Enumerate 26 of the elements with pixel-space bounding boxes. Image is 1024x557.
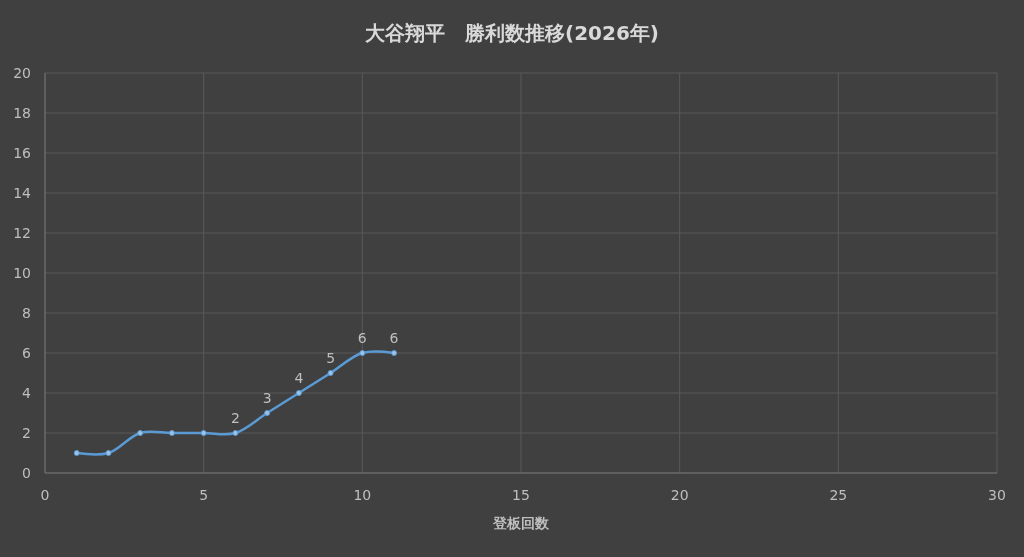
y-tick-label: 8: [22, 305, 31, 321]
y-tick-label: 20: [13, 65, 31, 81]
x-axis-title: 登板回数: [492, 515, 550, 531]
y-tick-label: 14: [13, 185, 32, 201]
x-tick-label: 5: [199, 487, 209, 503]
data-label: 3: [262, 390, 272, 406]
y-tick-label: 10: [13, 265, 31, 281]
y-tick-label: 16: [13, 145, 32, 161]
y-tick-label: 2: [22, 425, 31, 441]
x-tick-label: 30: [988, 487, 1006, 503]
x-tick-label: 0: [40, 487, 50, 503]
x-tick-label: 20: [670, 487, 689, 503]
data-label: 2: [230, 410, 240, 426]
x-tick-label: 25: [829, 487, 848, 503]
x-tick-label: 15: [512, 487, 530, 503]
y-tick-label: 18: [13, 105, 31, 121]
data-label: 6: [357, 330, 367, 346]
chart-title: 大谷翔平 勝利数推移(2026年): [365, 21, 659, 45]
data-label: 4: [294, 370, 304, 386]
y-tick-label: 4: [22, 385, 32, 401]
data-label: 5: [326, 350, 336, 366]
data-label: 6: [389, 330, 399, 346]
x-tick-label: 10: [353, 487, 372, 503]
y-tick-label: 6: [22, 345, 32, 361]
y-tick-label: 0: [22, 465, 31, 481]
y-tick-label: 12: [13, 225, 31, 241]
